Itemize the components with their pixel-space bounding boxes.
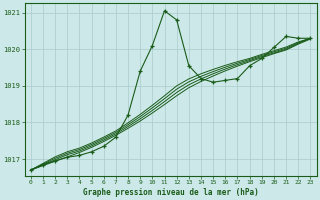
X-axis label: Graphe pression niveau de la mer (hPa): Graphe pression niveau de la mer (hPa) <box>83 188 259 197</box>
